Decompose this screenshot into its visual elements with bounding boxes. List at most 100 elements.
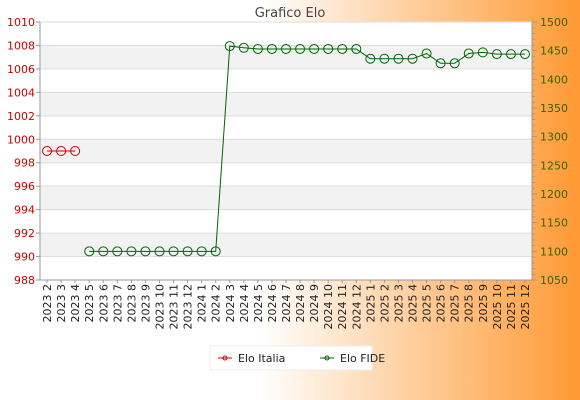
x-tick-label: 2024 9 bbox=[308, 284, 321, 323]
y-left-tick-label: 992 bbox=[14, 227, 35, 240]
x-tick-label: 2024 2 bbox=[210, 284, 223, 323]
data-point-elo-fide bbox=[98, 246, 109, 257]
x-tick-label: 2023 7 bbox=[111, 284, 124, 323]
x-tick-label: 2024 12 bbox=[350, 284, 363, 330]
y-left-tick-label: 1002 bbox=[7, 110, 35, 123]
data-point-elo-fide bbox=[463, 48, 474, 59]
data-point-elo-fide bbox=[252, 43, 263, 54]
x-tick-label: 2025 2 bbox=[378, 284, 391, 323]
y-right-tick-label: 1450 bbox=[540, 45, 568, 58]
data-point-elo-fide bbox=[337, 43, 348, 54]
x-tick-label: 2025 12 bbox=[519, 284, 532, 330]
grid-band bbox=[40, 233, 532, 257]
x-tick-label: 2023 8 bbox=[125, 284, 138, 323]
data-point-elo-fide bbox=[182, 246, 193, 257]
data-point-elo-fide bbox=[519, 49, 530, 60]
data-point-elo-fide bbox=[281, 43, 291, 54]
data-point-elo-fide bbox=[196, 246, 207, 257]
data-point-elo-fide bbox=[112, 246, 123, 257]
y-left-tick-label: 994 bbox=[14, 204, 35, 217]
y-right-tick-label: 1150 bbox=[540, 217, 568, 230]
x-tick-label: 2025 8 bbox=[463, 284, 476, 323]
y-left-tick-label: 1006 bbox=[7, 63, 35, 76]
y-left-tick-label: 998 bbox=[14, 157, 35, 170]
x-tick-label: 2025 7 bbox=[449, 284, 462, 323]
series-line-elo-fide bbox=[89, 45, 525, 252]
data-point-elo-fide bbox=[224, 41, 235, 52]
data-point-elo-fide bbox=[154, 246, 165, 257]
y-left-tick-label: 1010 bbox=[7, 16, 35, 29]
x-tick-label: 2024 11 bbox=[336, 284, 349, 330]
x-tick-label: 2024 5 bbox=[252, 284, 265, 323]
y-right-tick-label: 1050 bbox=[540, 274, 568, 287]
data-point-elo-fide bbox=[365, 53, 376, 64]
x-tick-label: 2023 6 bbox=[97, 284, 110, 323]
grid-band bbox=[40, 45, 532, 69]
x-tick-label: 2023 10 bbox=[153, 284, 166, 330]
data-point-elo-italia bbox=[42, 146, 53, 156]
x-tick-label: 2024 1 bbox=[196, 284, 209, 323]
data-point-elo-fide bbox=[491, 49, 502, 60]
x-tick-label: 2025 5 bbox=[421, 284, 434, 323]
x-tick-label: 2025 11 bbox=[505, 284, 518, 330]
x-tick-label: 2023 3 bbox=[55, 284, 68, 323]
legend-marker-elo-fide bbox=[324, 355, 330, 361]
x-tick-label: 2023 4 bbox=[69, 284, 82, 323]
grid-band bbox=[40, 139, 532, 163]
data-point-elo-fide bbox=[126, 246, 137, 257]
legend-box bbox=[209, 345, 373, 371]
y-left-tick-label: 990 bbox=[14, 251, 35, 264]
chart-title: Grafico Elo bbox=[255, 6, 326, 21]
y-right-tick-label: 1350 bbox=[540, 102, 568, 115]
y-right-tick-label: 1250 bbox=[540, 159, 568, 172]
data-point-elo-fide bbox=[210, 246, 221, 257]
x-tick-label: 2024 3 bbox=[224, 284, 237, 323]
y-right-tick-label: 1300 bbox=[540, 131, 568, 144]
grid-band bbox=[40, 92, 532, 116]
y-left-tick-label: 1000 bbox=[7, 133, 35, 146]
x-tick-label: 2024 4 bbox=[238, 284, 251, 323]
y-left-tick-label: 1004 bbox=[7, 86, 35, 99]
data-point-elo-fide bbox=[421, 48, 432, 59]
data-point-elo-fide bbox=[351, 43, 362, 54]
legend-label-elo-fide: Elo FIDE bbox=[340, 352, 385, 365]
data-point-elo-fide bbox=[323, 43, 334, 54]
data-point-elo-fide bbox=[295, 43, 306, 54]
data-point-elo-italia bbox=[56, 146, 67, 156]
data-point-elo-fide bbox=[407, 53, 418, 64]
x-tick-label: 2025 3 bbox=[392, 284, 405, 323]
data-point-elo-fide bbox=[238, 42, 249, 53]
y-right-tick-label: 1500 bbox=[540, 16, 568, 29]
legend-marker-elo-italia bbox=[222, 355, 228, 361]
x-tick-label: 2024 7 bbox=[280, 284, 293, 323]
data-point-elo-fide bbox=[477, 47, 488, 58]
x-tick-label: 2023 12 bbox=[182, 284, 195, 330]
data-point-elo-fide bbox=[266, 43, 277, 54]
y-right-tick-label: 1400 bbox=[540, 73, 568, 86]
data-point-elo-fide bbox=[505, 49, 516, 60]
x-tick-label: 2024 10 bbox=[322, 284, 335, 330]
grid-band bbox=[40, 186, 532, 210]
x-tick-label: 2023 9 bbox=[139, 284, 152, 323]
y-left-tick-label: 1008 bbox=[7, 39, 35, 52]
y-right-tick-label: 1100 bbox=[540, 245, 568, 258]
data-point-elo-fide bbox=[140, 246, 151, 257]
x-tick-label: 2023 2 bbox=[41, 284, 54, 323]
data-point-elo-fide bbox=[168, 246, 179, 257]
x-tick-label: 2025 10 bbox=[491, 284, 504, 330]
x-tick-label: 2024 8 bbox=[294, 284, 307, 323]
x-tick-label: 2025 6 bbox=[435, 284, 448, 323]
data-point-elo-fide bbox=[84, 246, 95, 257]
y-left-tick-label: 996 bbox=[14, 180, 35, 193]
x-tick-label: 2023 11 bbox=[168, 284, 181, 330]
x-tick-label: 2025 9 bbox=[477, 284, 490, 323]
data-point-elo-fide bbox=[393, 53, 404, 64]
x-tick-label: 2025 1 bbox=[364, 284, 377, 323]
data-point-elo-italia bbox=[70, 146, 81, 156]
x-tick-label: 2024 6 bbox=[266, 284, 279, 323]
data-point-elo-fide bbox=[309, 43, 320, 54]
data-point-elo-fide bbox=[449, 58, 460, 69]
y-left-tick-label: 988 bbox=[14, 274, 35, 287]
